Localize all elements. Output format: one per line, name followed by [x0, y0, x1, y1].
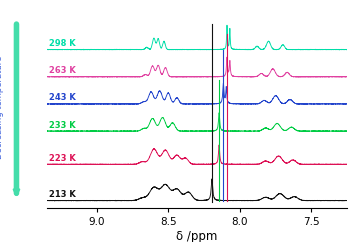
Text: 298 K: 298 K	[49, 39, 76, 48]
Text: 233 K: 233 K	[49, 121, 76, 129]
Text: 223 K: 223 K	[49, 154, 76, 163]
Text: 213 K: 213 K	[49, 190, 76, 199]
Text: Decreasing temperature: Decreasing temperature	[0, 56, 4, 159]
X-axis label: δ /ppm: δ /ppm	[176, 230, 218, 242]
Text: 263 K: 263 K	[49, 66, 76, 75]
Text: 243 K: 243 K	[49, 93, 76, 102]
